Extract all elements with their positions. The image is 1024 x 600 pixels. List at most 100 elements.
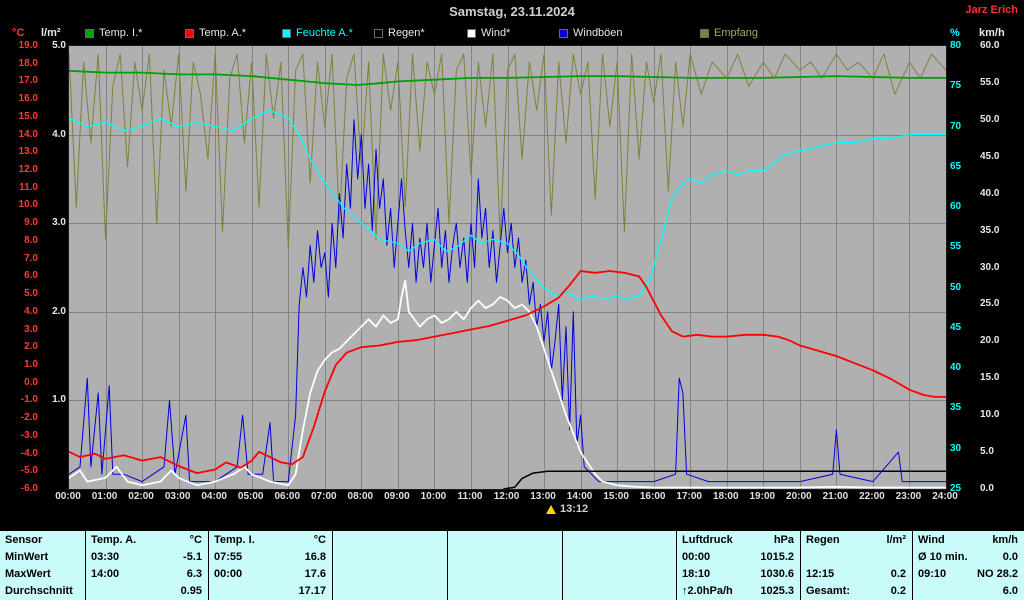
y-tick-temp: 7.0 xyxy=(24,252,38,264)
table-cell: 14:00 6.3 xyxy=(85,565,208,583)
table-cell: 07:55 16.8 xyxy=(208,548,332,566)
cell-label: 00:00 xyxy=(214,568,243,581)
y-tick-rain: 3.0 xyxy=(52,217,66,229)
y-tick-humidity: 40 xyxy=(950,362,962,374)
x-tick: 12:00 xyxy=(493,491,520,502)
x-tick: 24:00 xyxy=(932,491,958,502)
legend-item-label: Temp. I.* xyxy=(99,27,143,39)
table-cell: Gesamt: 0.2 xyxy=(800,582,912,600)
legend-item-regen[interactable]: Regen* xyxy=(374,27,425,39)
y-tick-wind: 50.0 xyxy=(980,113,1000,125)
table-cell xyxy=(562,548,676,566)
y-tick-humidity: 50 xyxy=(950,281,962,293)
x-tick: 03:00 xyxy=(164,491,191,502)
y-tick-wind: 25.0 xyxy=(980,298,1000,310)
table-cell: Wind km/h xyxy=(912,531,1024,549)
cell-label: Wind xyxy=(918,533,945,546)
x-tick: 20:00 xyxy=(786,491,812,502)
legend-item-label: Wind* xyxy=(481,27,511,39)
cell-value: 0.0 xyxy=(1002,550,1018,563)
x-tick: 09:00 xyxy=(384,491,410,502)
time-marker: 13:12 xyxy=(546,503,588,515)
feuchte-a-swatch-icon xyxy=(282,28,291,38)
cell-label: Regen xyxy=(806,533,840,546)
legend-item-label: Temp. A.* xyxy=(199,27,247,39)
cell-value: °C xyxy=(313,533,326,546)
chart-plot-area xyxy=(68,45,947,490)
y-tick-rain: 5.0 xyxy=(52,40,66,51)
table-cell xyxy=(332,582,447,600)
legend-item-temp-i[interactable]: Temp. I.* xyxy=(85,27,142,39)
cell-value: 1015.2 xyxy=(760,550,794,563)
y-tick-temp: 2.0 xyxy=(24,341,38,353)
right-axis-unit-wind: km/h xyxy=(979,27,1005,39)
y-tick-temp: -2.0 xyxy=(20,412,38,424)
x-tick: 05:00 xyxy=(237,491,264,502)
left-axis-unit-rain: l/m² xyxy=(41,27,61,39)
empfang-swatch-icon xyxy=(700,28,709,38)
x-tick: 21:00 xyxy=(822,491,849,502)
legend-item-label: Feuchte A.* xyxy=(296,27,353,39)
cell-label: 14:00 xyxy=(91,568,120,581)
legend-item-feuchte-a[interactable]: Feuchte A.* xyxy=(282,27,353,39)
cell-label: 12:15 xyxy=(806,568,835,581)
marker-time: 13:12 xyxy=(560,503,589,515)
table-cell: 12:15 0.2 xyxy=(800,565,912,583)
legend-item-wind[interactable]: Wind* xyxy=(467,27,510,39)
x-tick: 18:00 xyxy=(712,491,739,502)
temp-a-swatch-icon xyxy=(185,28,194,38)
cell-value: 16.8 xyxy=(304,550,326,563)
series-wind xyxy=(69,279,946,489)
table-row-label-maxwert: MaxWert xyxy=(5,568,51,581)
y-tick-humidity: 80 xyxy=(950,40,962,51)
y-tick-rain: 4.0 xyxy=(52,128,66,140)
y-tick-wind: 10.0 xyxy=(980,409,1000,421)
table-cell xyxy=(447,565,562,583)
cell-label: Temp. I. xyxy=(214,533,255,546)
x-tick: 10:00 xyxy=(420,491,447,502)
cell-value: hPa xyxy=(773,533,794,546)
y-tick-wind: 45.0 xyxy=(980,150,1000,162)
x-tick: 00:00 xyxy=(55,491,81,502)
cell-value: 17.17 xyxy=(298,585,326,598)
left-axis-unit-celsius: °C xyxy=(12,27,25,39)
y-tick-temp: 6.0 xyxy=(24,270,38,282)
temp-i-swatch-icon xyxy=(85,28,94,38)
y-tick-temp: 17.0 xyxy=(18,75,38,87)
x-tick: 08:00 xyxy=(347,491,374,502)
table-cell xyxy=(332,565,447,583)
y-tick-wind: 5.0 xyxy=(980,446,994,458)
legend-item-empfang[interactable]: Empfang xyxy=(700,27,758,39)
y-tick-temp: 9.0 xyxy=(24,217,38,229)
cell-value: 6.3 xyxy=(186,568,202,581)
table-cell: 03:30 -5.1 xyxy=(85,548,208,566)
legend-item-label: Windböen xyxy=(573,27,623,39)
y-tick-humidity: 35 xyxy=(950,402,962,414)
y-tick-temp: 10.0 xyxy=(18,199,38,211)
x-tick: 02:00 xyxy=(128,491,154,502)
title-bar: Samstag, 23.11.2024 Jarz Erich xyxy=(0,0,1024,22)
y-tick-temp: -1.0 xyxy=(20,394,38,406)
series-empfang xyxy=(69,53,946,248)
y-tick-temp: -4.0 xyxy=(20,447,38,459)
table-cell: 00:00 17.6 xyxy=(208,565,332,583)
cell-label: Luftdruck xyxy=(682,533,733,546)
cell-value: 0.2 xyxy=(890,568,906,581)
y-tick-temp: 19.0 xyxy=(18,40,38,51)
right-axis-unit-humidity: % xyxy=(950,27,960,39)
windb-en-swatch-icon xyxy=(559,28,568,38)
cell-label: Gesamt: xyxy=(806,585,851,598)
y-tick-rain: 1.0 xyxy=(52,394,66,406)
table-cell xyxy=(562,531,676,549)
chart-canvas xyxy=(69,46,946,489)
table-cell xyxy=(562,565,676,583)
y-tick-temp: -3.0 xyxy=(20,429,38,441)
y-tick-temp: 16.0 xyxy=(18,93,38,105)
legend-item-temp-a[interactable]: Temp. A.* xyxy=(185,27,246,39)
y-tick-humidity: 60 xyxy=(950,201,962,213)
table-cell: Regen l/m² xyxy=(800,531,912,549)
series-feuchte-a xyxy=(69,109,946,301)
y-tick-temp: 8.0 xyxy=(24,234,38,246)
legend-item-windb-en[interactable]: Windböen xyxy=(559,27,623,39)
